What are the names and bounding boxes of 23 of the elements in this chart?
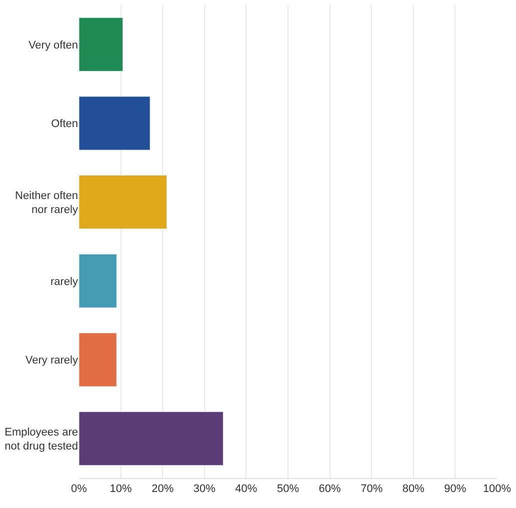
x-tick-label: 30% bbox=[193, 483, 216, 496]
x-tick-label: 100% bbox=[482, 483, 512, 496]
x-tick-label: 70% bbox=[360, 483, 383, 496]
x-tick-label: 20% bbox=[152, 483, 174, 496]
bar bbox=[79, 96, 150, 150]
x-tick-label: 0% bbox=[71, 483, 88, 496]
x-tick-label: 40% bbox=[235, 483, 258, 496]
y-tick-label: Employees are not drug tested bbox=[4, 426, 78, 453]
bar bbox=[79, 332, 117, 387]
x-tick-label: 80% bbox=[402, 483, 425, 496]
y-tick-label: rarely bbox=[50, 276, 78, 288]
bar bbox=[79, 412, 224, 466]
y-tick-label: Neither often nor rarely bbox=[15, 190, 78, 216]
bar bbox=[79, 17, 124, 72]
x-tick-label: 50% bbox=[276, 483, 300, 496]
x-tick-label: 90% bbox=[444, 483, 466, 496]
y-tick-label: Very rarely bbox=[25, 354, 78, 367]
bar bbox=[79, 175, 168, 230]
x-tick-label: 10% bbox=[110, 483, 132, 496]
bar bbox=[79, 254, 117, 308]
y-tick-label: Very often bbox=[28, 39, 78, 52]
x-tick-label: 60% bbox=[318, 483, 342, 496]
y-tick-label: Often bbox=[51, 118, 78, 130]
